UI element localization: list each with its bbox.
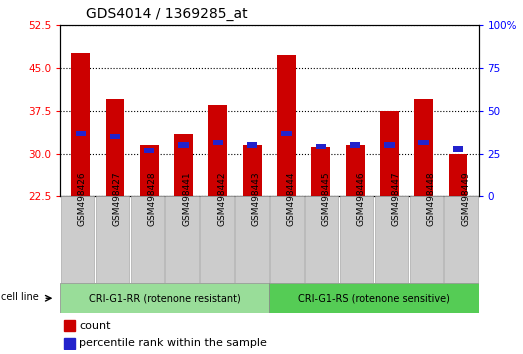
Bar <box>445 196 478 283</box>
Bar <box>64 320 75 331</box>
Bar <box>213 139 223 145</box>
Bar <box>374 196 408 283</box>
Bar <box>247 142 257 148</box>
Text: CRI-G1-RR (rotenone resistant): CRI-G1-RR (rotenone resistant) <box>89 293 241 303</box>
Text: CRI-G1-RS (rotenone sensitive): CRI-G1-RS (rotenone sensitive) <box>298 293 450 303</box>
Bar <box>131 196 164 283</box>
Bar <box>243 145 262 196</box>
Bar <box>380 110 399 196</box>
Bar <box>311 147 330 196</box>
Text: count: count <box>79 321 110 331</box>
Bar <box>350 142 360 148</box>
Text: GSM498427: GSM498427 <box>112 172 121 227</box>
Text: GSM498441: GSM498441 <box>182 172 191 227</box>
Bar <box>346 145 365 196</box>
Bar <box>270 196 303 283</box>
Text: GSM498449: GSM498449 <box>461 172 470 227</box>
Text: GSM498442: GSM498442 <box>217 172 226 226</box>
Bar <box>209 105 228 196</box>
Bar <box>449 154 468 196</box>
Bar <box>277 55 296 196</box>
Bar <box>178 142 189 148</box>
Bar <box>340 196 373 283</box>
Bar <box>315 144 326 149</box>
Bar <box>418 139 429 145</box>
Text: GSM498428: GSM498428 <box>147 172 156 227</box>
Text: percentile rank within the sample: percentile rank within the sample <box>79 338 267 348</box>
Bar <box>235 196 269 283</box>
Text: GSM498447: GSM498447 <box>391 172 401 227</box>
Text: GSM498443: GSM498443 <box>252 172 261 227</box>
Bar <box>174 133 193 196</box>
Bar <box>414 99 433 196</box>
Bar <box>61 196 94 283</box>
Text: GSM498444: GSM498444 <box>287 172 296 226</box>
Bar <box>64 338 75 349</box>
Text: GSM498446: GSM498446 <box>357 172 366 227</box>
Bar <box>106 99 124 196</box>
Bar <box>269 283 479 313</box>
Bar <box>71 53 90 196</box>
Bar <box>410 196 443 283</box>
Bar <box>200 196 234 283</box>
Bar <box>110 134 120 139</box>
Text: GSM498448: GSM498448 <box>426 172 435 227</box>
Text: GSM498426: GSM498426 <box>77 172 87 227</box>
Bar <box>60 283 269 313</box>
Text: cell line: cell line <box>1 292 39 302</box>
Bar <box>144 148 154 153</box>
Bar <box>140 145 159 196</box>
Bar <box>305 196 338 283</box>
Bar <box>281 131 292 136</box>
Bar <box>384 142 394 148</box>
Bar <box>96 196 129 283</box>
Bar <box>75 131 86 136</box>
Text: GDS4014 / 1369285_at: GDS4014 / 1369285_at <box>86 7 248 21</box>
Bar <box>165 196 199 283</box>
Bar <box>453 147 463 152</box>
Text: GSM498445: GSM498445 <box>322 172 331 227</box>
